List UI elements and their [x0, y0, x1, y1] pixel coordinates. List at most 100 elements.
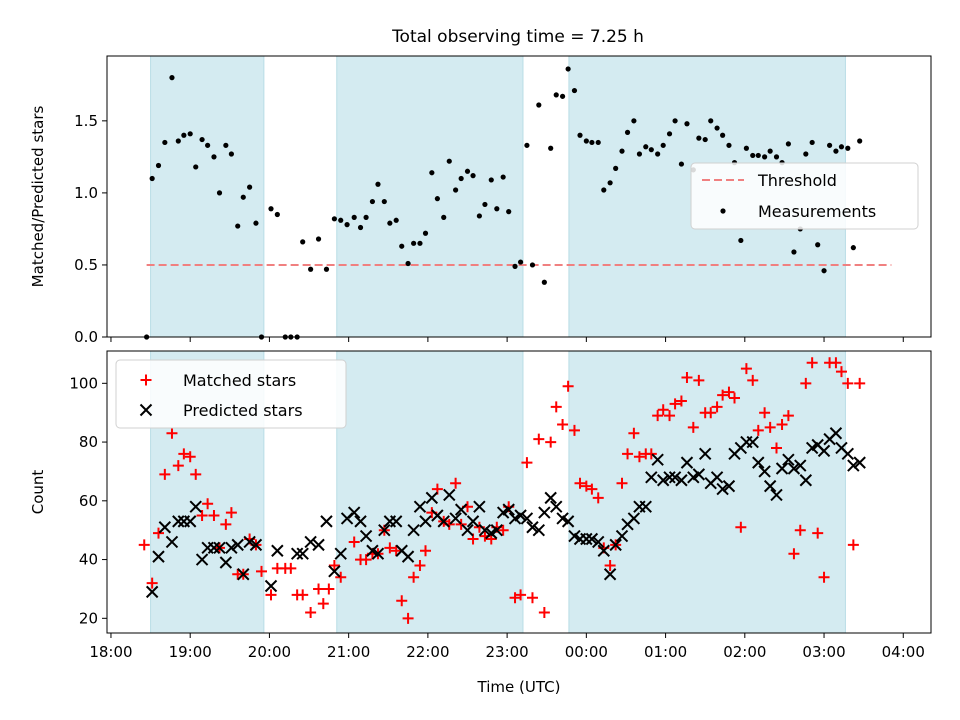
- predicted-stars-point: [425, 491, 439, 505]
- predicted-stars-point: [722, 479, 736, 493]
- predicted-stars-point: [347, 506, 361, 519]
- predicted-stars-point: [550, 500, 563, 513]
- measurement-point: [268, 206, 274, 212]
- legend-box: [115, 359, 347, 429]
- predicted-stars-point: [152, 550, 165, 563]
- predicted-stars-point: [172, 515, 185, 528]
- matched-stars-point: [172, 460, 184, 472]
- x-tick-label: 18:00: [89, 643, 132, 661]
- matched-stars-point: [190, 468, 202, 480]
- matched-stars-point: [196, 510, 208, 521]
- measurement-point: [512, 263, 518, 269]
- measurement-point: [636, 151, 643, 157]
- measurement-point: [517, 259, 524, 265]
- matched-stars-point: [830, 357, 842, 369]
- y-tick-label: 0.0: [74, 328, 98, 346]
- x-tick-label: 22:00: [406, 643, 449, 661]
- predicted-stars-point: [454, 503, 468, 516]
- matched-stars-point: [652, 410, 664, 422]
- y-tick-label: 1.5: [74, 112, 98, 130]
- measurement-point: [351, 214, 357, 220]
- matched-stars-point: [764, 421, 776, 433]
- legend-measurement-swatch: [720, 208, 726, 214]
- matched-stars-point: [729, 392, 741, 404]
- matched-stars-point: [526, 592, 538, 604]
- measurement-point: [417, 240, 423, 246]
- measurement-point: [500, 174, 506, 180]
- measurement-point: [726, 142, 732, 148]
- matched-stars-point: [842, 377, 854, 389]
- measurement-point: [247, 184, 253, 190]
- predicted-stars-point: [371, 547, 385, 560]
- predicted-stars-point: [264, 579, 278, 593]
- matched-stars-point: [664, 410, 676, 422]
- y-tick-label: 1.0: [74, 184, 98, 202]
- predicted-stars-point: [645, 471, 658, 484]
- measurement-point: [149, 175, 155, 182]
- measurement-point: [714, 125, 720, 131]
- matched-stars-point: [408, 571, 420, 583]
- measurement-point: [315, 236, 322, 242]
- measurement-point: [181, 132, 187, 138]
- matched-stars-point: [752, 424, 764, 436]
- measurement-point: [655, 151, 661, 157]
- matched-stars-point: [574, 477, 586, 489]
- matched-stars-point: [759, 407, 771, 419]
- measurement-point: [441, 214, 447, 220]
- chart-title: Total observing time = 7.25 h: [391, 27, 644, 47]
- measurement-point: [422, 230, 429, 236]
- measurement-point: [553, 92, 559, 98]
- legend-matched-label: Matched stars: [183, 371, 296, 390]
- x-tick-label: 03:00: [802, 643, 845, 661]
- measurement-point: [607, 180, 613, 186]
- matched-stars-point: [265, 589, 277, 601]
- matched-stars-point: [562, 380, 574, 392]
- matched-stars-point: [515, 589, 527, 601]
- x-tick-label: 23:00: [485, 643, 528, 661]
- predicted-stars-point: [532, 523, 546, 537]
- measurement-point: [571, 87, 578, 94]
- predicted-stars-point: [320, 515, 333, 528]
- measurement-point: [175, 138, 181, 144]
- x-tick-label: 21:00: [327, 643, 370, 661]
- matched-stars-point: [414, 559, 426, 571]
- matched-stars-point: [202, 498, 214, 510]
- matched-stars-point: [812, 527, 824, 539]
- matched-stars-point: [580, 480, 592, 492]
- predicted-stars-point: [656, 474, 670, 487]
- matched-stars-point: [835, 366, 847, 378]
- measurement-point: [672, 118, 678, 124]
- measurement-point: [529, 262, 536, 268]
- matched-stars-point: [788, 548, 800, 560]
- measurement-point: [631, 118, 637, 124]
- measurement-point: [619, 148, 625, 154]
- predicted-stars-point: [219, 556, 233, 569]
- measurement-point: [684, 121, 690, 127]
- predicted-stars-point: [225, 541, 238, 555]
- measurement-point: [399, 243, 405, 249]
- predicted-stars-point: [466, 515, 480, 528]
- matched-stars-point: [800, 377, 812, 389]
- predicted-stars-point: [580, 532, 593, 546]
- predicted-stars-point: [478, 523, 492, 537]
- matched-stars-point: [545, 436, 557, 448]
- measurement-point: [524, 142, 530, 148]
- measurement-point: [387, 220, 393, 226]
- matched-stars-point: [533, 433, 545, 445]
- y-axis-label: Matched/Predicted stars: [29, 106, 47, 288]
- shaded-interval: [150, 55, 265, 338]
- measurement-point: [482, 201, 488, 208]
- measurement-point: [274, 211, 280, 218]
- predicted-stars-point: [502, 503, 515, 516]
- measurement-point: [536, 102, 542, 108]
- measurement-point: [308, 266, 314, 272]
- x-tick-label: 00:00: [565, 643, 608, 661]
- matched-stars-point: [317, 598, 329, 610]
- predicted-stars-point: [296, 547, 309, 560]
- predicted-stars-point: [561, 515, 575, 528]
- predicted-stars-point: [627, 512, 641, 525]
- predicted-stars-point: [787, 462, 801, 475]
- measurement-point: [338, 217, 344, 223]
- measurement-point: [187, 131, 193, 137]
